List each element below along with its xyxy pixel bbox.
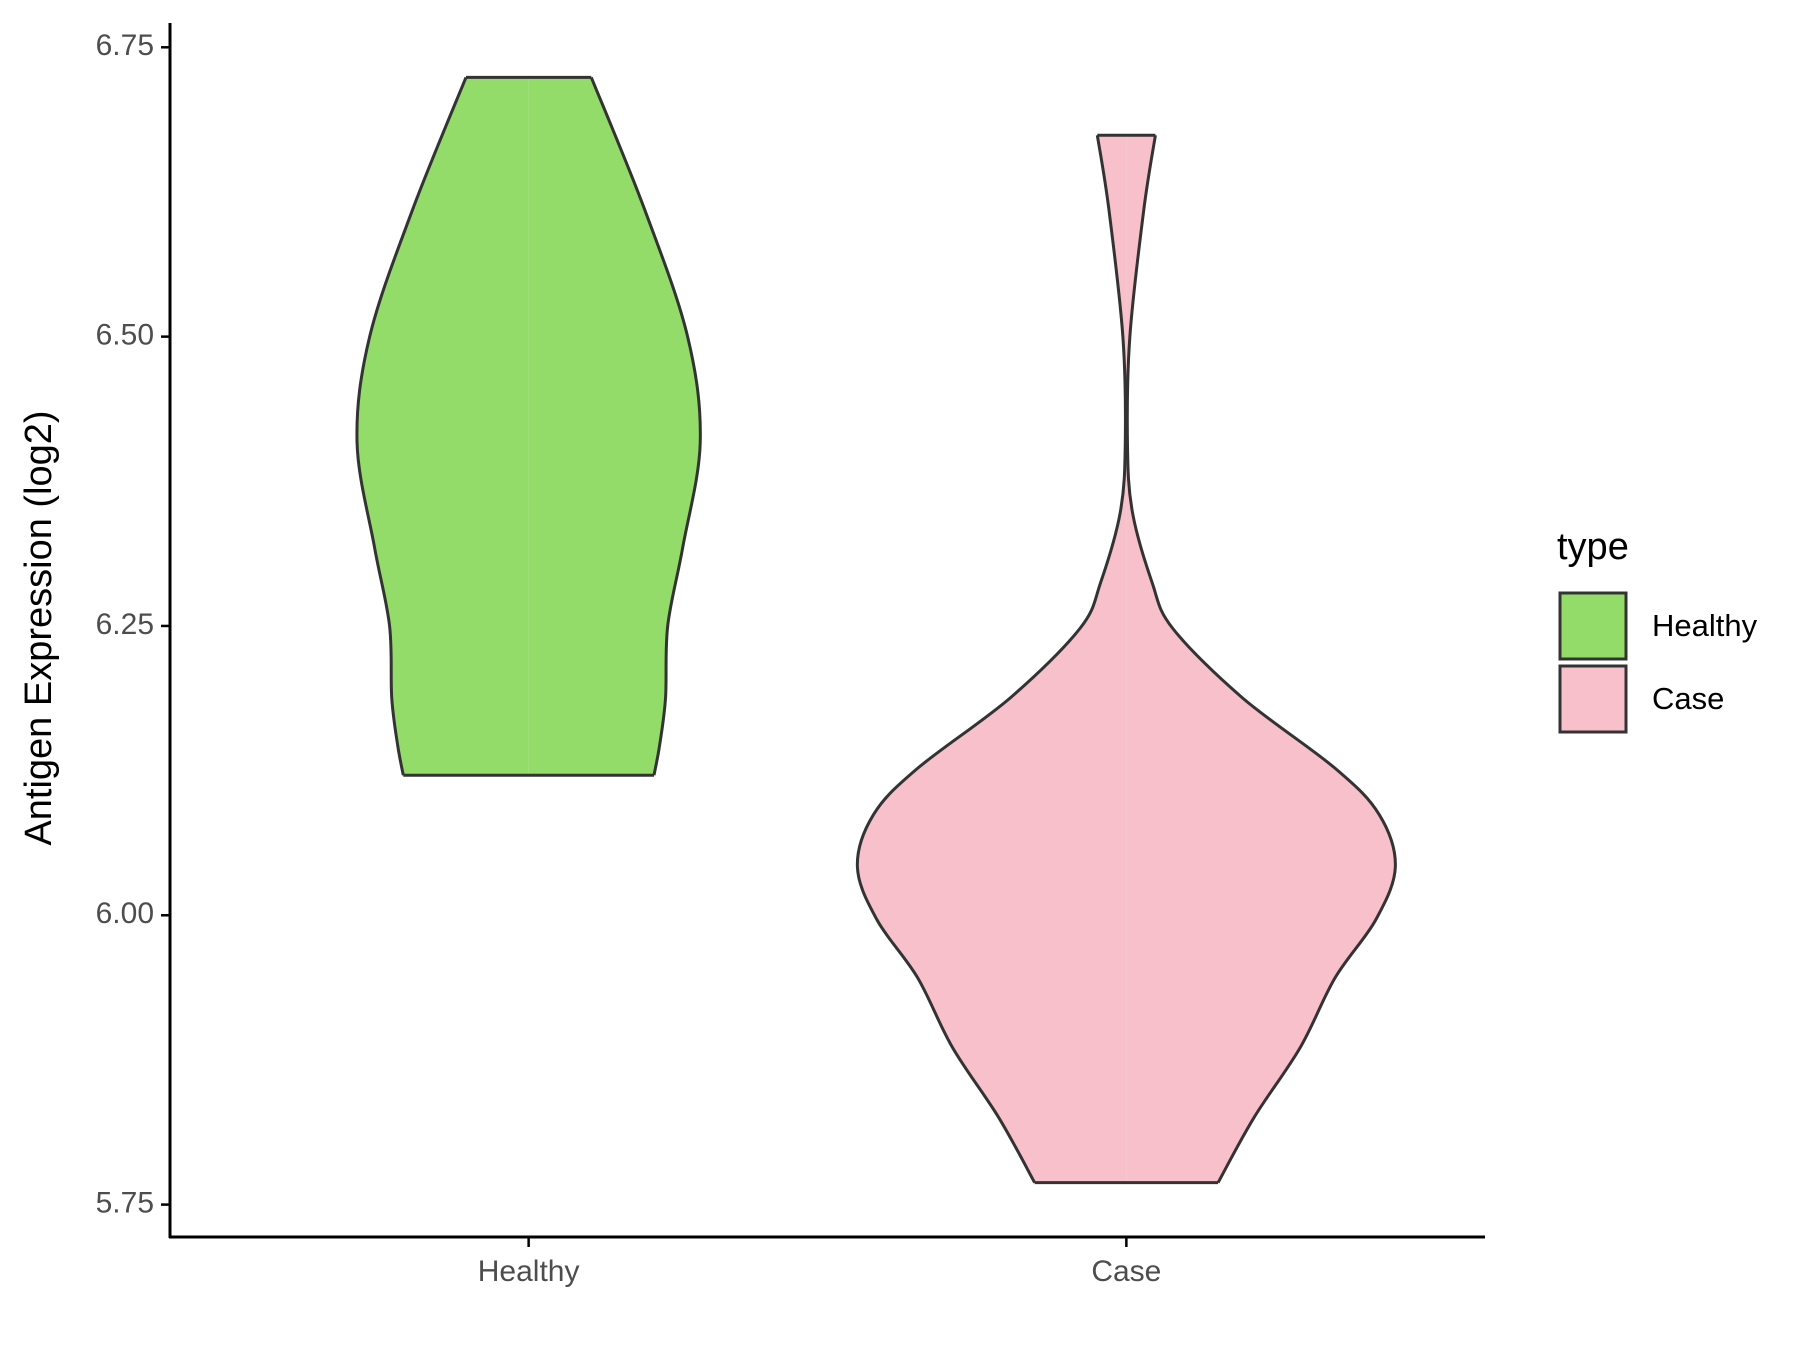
legend-key bbox=[1558, 664, 1628, 734]
violin-half-fill bbox=[528, 77, 701, 776]
x-tick-label: Healthy bbox=[478, 1255, 580, 1288]
x-tick-label: Case bbox=[1091, 1255, 1161, 1288]
legend-key bbox=[1558, 591, 1628, 661]
y-tick-label: 6.75 bbox=[96, 29, 154, 62]
violin-half-fill bbox=[1126, 135, 1396, 1183]
y-tick-label: 5.75 bbox=[96, 1187, 154, 1220]
violin-half-fill bbox=[356, 77, 529, 776]
legend-title: type bbox=[1557, 526, 1629, 568]
violin-outline bbox=[589, 76, 702, 776]
y-tick-label: 6.50 bbox=[96, 319, 154, 352]
violin-half-fill bbox=[857, 135, 1127, 1183]
legend-label: Case bbox=[1652, 681, 1724, 716]
legend-label: Healthy bbox=[1652, 608, 1758, 643]
y-axis-title: Antigen Expression (log2) bbox=[18, 410, 60, 845]
y-tick-label: 6.25 bbox=[96, 608, 154, 641]
violin-outline bbox=[855, 135, 1127, 1184]
y-tick-label: 6.00 bbox=[96, 897, 154, 930]
violin-outline bbox=[1125, 135, 1397, 1184]
violin-outline bbox=[355, 76, 468, 776]
